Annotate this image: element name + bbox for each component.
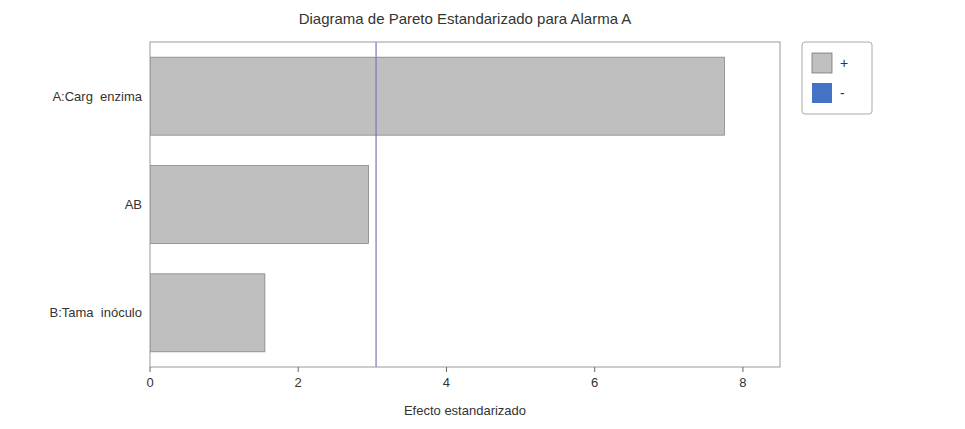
chart-container: Diagrama de Pareto Estandarizado para Al… (0, 0, 965, 429)
y-tick-label: AB (125, 197, 142, 212)
legend-label: + (840, 55, 848, 71)
bar (150, 57, 724, 135)
legend-frame (802, 42, 872, 114)
y-tick-label: A:Carg enzima (52, 89, 142, 104)
x-tick-label: 6 (591, 375, 598, 390)
y-tick-label: B:Tama inóculo (50, 305, 143, 320)
x-tick (150, 367, 151, 372)
x-tick (742, 367, 743, 372)
x-tick-label: 8 (739, 375, 746, 390)
x-tick-label: 0 (146, 375, 153, 390)
x-tick (446, 367, 447, 372)
x-tick (594, 367, 595, 372)
x-axis-label: Efecto estandarizado (404, 403, 526, 418)
bar (150, 274, 265, 352)
legend-swatch (812, 53, 832, 73)
plot-area (150, 42, 724, 367)
chart: Diagrama de Pareto Estandarizado para Al… (0, 0, 965, 429)
x-tick (298, 367, 299, 372)
title: Diagrama de Pareto Estandarizado para Al… (299, 10, 632, 27)
reference-line (375, 42, 376, 367)
x-tick-label: 4 (443, 375, 450, 390)
legend-swatch (812, 83, 832, 103)
legend-label: - (840, 85, 845, 101)
plot-frame (150, 42, 780, 367)
bar (150, 166, 369, 244)
legend: +- (802, 42, 872, 114)
x-tick-label: 2 (295, 375, 302, 390)
